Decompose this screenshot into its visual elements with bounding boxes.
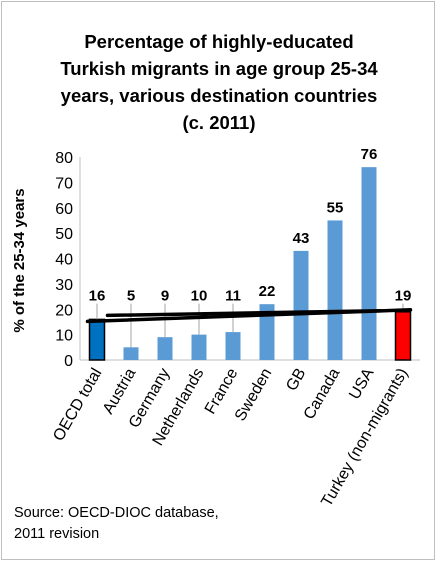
y-tick-label: 60 [55,201,73,218]
data-label: 76 [361,146,378,163]
y-tick-label: 70 [55,175,73,192]
data-label: 16 [89,288,106,305]
y-tick-label: 20 [55,302,73,319]
title-line: Percentage of highly-educated [84,31,354,52]
bar-sweden [259,304,275,360]
bar-canada [327,220,343,360]
bar-france [225,332,241,360]
y-tick-label: 50 [55,226,73,243]
title-line: (c. 2011) [182,112,256,133]
y-tick-label: 80 [55,150,73,167]
bar-gb [293,250,309,360]
x-tick-label: USA [346,365,377,402]
x-tick-label: GB [283,366,309,395]
bar-usa [361,167,377,360]
data-label: 43 [293,230,310,247]
data-label: 22 [259,283,276,300]
y-tick-label: 40 [55,252,73,269]
bar-austria [123,347,139,360]
source-note: Source: OECD-DIOC database, 2011 revisio… [14,503,219,545]
title-line: years, various destination countries [60,85,378,106]
data-label: 19 [395,288,412,305]
reference-line-arc [105,309,383,318]
data-label: 5 [127,288,135,305]
title-line: Turkish migrants in age group 25-34 [60,58,378,79]
y-tick-label: 0 [64,353,73,370]
chart-title: Percentage of highly-educated Turkish mi… [20,28,418,136]
bar-germany [157,337,173,360]
source-line: Source: OECD-DIOC database, [14,505,219,521]
y-axis-label: % of the 25-34 years [11,188,28,332]
data-label: 10 [191,288,208,305]
bar-turkey-non-migrants [394,311,412,361]
y-tick-label: 10 [55,328,73,345]
source-line: 2011 revision [14,526,100,542]
data-label: 11 [225,288,241,305]
bar-oecd-total [88,318,106,361]
data-label: 55 [327,199,344,216]
y-tick-label: 30 [55,277,73,294]
data-label: 9 [161,288,169,305]
bar-netherlands [191,334,207,360]
x-tick-label: OECD total [50,366,105,445]
